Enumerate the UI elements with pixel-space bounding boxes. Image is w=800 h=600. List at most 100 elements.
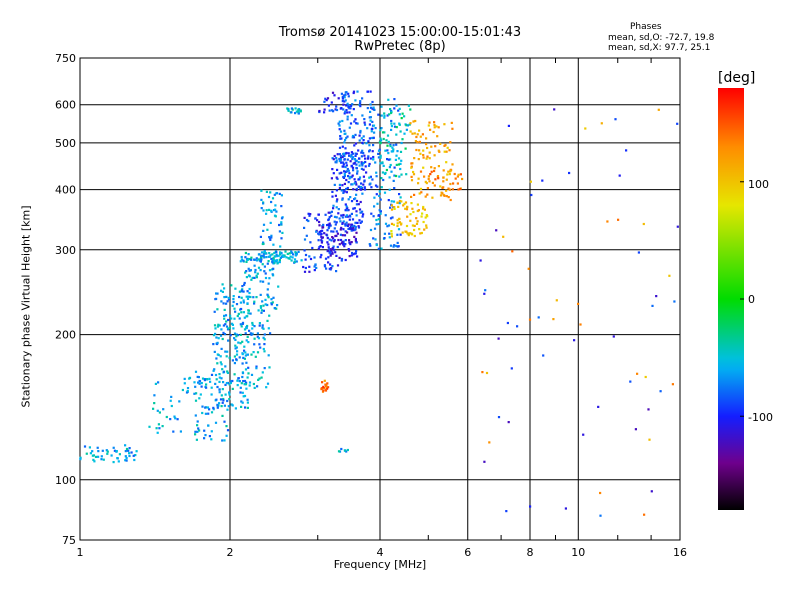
- echo-point: [353, 252, 357, 255]
- echo-point: [428, 157, 431, 160]
- echo-point: [265, 190, 268, 193]
- echo-point: [330, 214, 333, 217]
- echo-point: [334, 108, 337, 111]
- echo-point: [249, 295, 252, 299]
- echo-point: [553, 108, 556, 111]
- echo-point: [221, 368, 224, 371]
- echo-point: [233, 373, 236, 376]
- echo-point: [419, 187, 423, 190]
- echo-point: [423, 175, 426, 178]
- echo-point: [413, 132, 416, 135]
- echo-point: [236, 379, 239, 382]
- echo-point: [417, 177, 420, 180]
- echo-point: [353, 158, 356, 161]
- echo-point: [335, 216, 338, 219]
- echo-point: [418, 129, 421, 132]
- echo-point: [232, 327, 235, 330]
- echo-point: [343, 234, 347, 237]
- echo-point: [333, 220, 336, 223]
- echo-point: [219, 398, 223, 401]
- echo-point: [348, 255, 351, 258]
- echo-point: [369, 103, 372, 106]
- echo-point: [246, 258, 249, 261]
- echo-point: [235, 346, 238, 349]
- echo-point: [260, 256, 263, 259]
- echo-point: [367, 155, 370, 158]
- echo-point: [346, 118, 349, 121]
- echo-point: [358, 157, 361, 160]
- echo-point: [322, 389, 325, 392]
- echo-point: [262, 202, 265, 205]
- echo-point: [397, 228, 401, 231]
- echo-point: [381, 161, 384, 164]
- echo-point: [415, 135, 418, 139]
- echo-point: [395, 126, 398, 129]
- echo-point: [399, 196, 402, 199]
- echo-point: [267, 296, 270, 299]
- echo-point: [398, 175, 401, 178]
- echo-point: [437, 177, 440, 180]
- echo-point: [227, 296, 230, 299]
- echo-point: [262, 209, 265, 212]
- echo-point: [433, 167, 436, 170]
- echo-point: [97, 450, 100, 453]
- echo-point: [344, 223, 347, 226]
- echo-point: [291, 256, 294, 259]
- echo-point: [321, 246, 324, 249]
- x-tick-label: 10: [571, 546, 585, 559]
- echo-point: [387, 152, 390, 155]
- echo-point: [352, 136, 356, 139]
- echo-point: [617, 218, 620, 221]
- echo-point: [644, 375, 647, 379]
- echo-point: [261, 324, 264, 327]
- echo-point: [333, 240, 336, 243]
- echo-point: [359, 185, 363, 189]
- echo-point: [396, 201, 399, 204]
- echo-point: [250, 256, 253, 259]
- echo-point: [224, 314, 228, 317]
- echo-point: [402, 204, 405, 207]
- echo-point: [335, 221, 338, 224]
- echo-point: [333, 227, 336, 230]
- echo-point: [417, 209, 420, 212]
- echo-point: [314, 217, 317, 220]
- echo-point: [409, 232, 412, 235]
- echo-point: [344, 91, 347, 94]
- echo-point: [268, 208, 271, 211]
- echo-point: [456, 175, 459, 178]
- echo-point: [256, 332, 259, 335]
- echo-point: [659, 390, 662, 393]
- echo-point: [268, 255, 271, 258]
- echo-point: [443, 150, 446, 153]
- echo-point: [397, 157, 401, 160]
- echo-point: [342, 189, 345, 192]
- echo-point: [218, 391, 221, 394]
- echo-point: [214, 332, 217, 335]
- echo-point: [367, 140, 370, 143]
- echo-point: [345, 170, 348, 173]
- echo-point: [327, 211, 330, 214]
- echo-point: [413, 193, 416, 196]
- y-tick-label: 500: [55, 137, 76, 150]
- echo-point: [363, 154, 366, 157]
- echo-point: [271, 301, 274, 304]
- echo-point: [315, 266, 318, 269]
- echo-point: [260, 198, 263, 201]
- echo-point: [247, 366, 250, 369]
- echo-point: [278, 261, 281, 264]
- echo-point: [337, 208, 340, 211]
- echo-point: [349, 107, 352, 110]
- echo-point: [369, 90, 372, 93]
- echo-point: [335, 161, 338, 164]
- echo-point: [445, 161, 448, 164]
- echo-point: [351, 157, 354, 161]
- echo-point: [222, 381, 225, 384]
- echo-point: [253, 276, 256, 279]
- echo-point: [254, 271, 257, 274]
- echo-point: [115, 450, 118, 453]
- echo-point: [251, 332, 254, 335]
- echo-point: [264, 303, 267, 306]
- echo-point: [573, 339, 576, 342]
- echo-point: [339, 137, 342, 140]
- echo-point: [253, 264, 256, 267]
